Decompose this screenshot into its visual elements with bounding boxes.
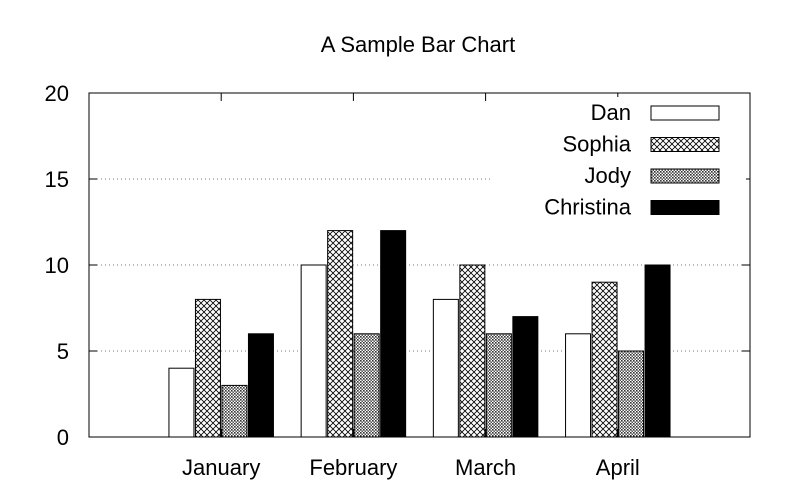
x-category-label: February <box>309 455 397 480</box>
bar-sophia-march <box>459 264 486 438</box>
bar-dan-january <box>168 367 195 438</box>
bar-christina-march <box>512 316 539 438</box>
axis-ticks <box>89 92 750 438</box>
bar-christina-april <box>644 264 671 438</box>
y-tick-label: 15 <box>45 167 69 192</box>
legend-swatch-sophia <box>650 137 720 152</box>
legend-label-jody: Jody <box>585 163 631 188</box>
bar-dan-april <box>565 333 592 438</box>
x-category-label: March <box>455 455 516 480</box>
bar-jody-february <box>353 333 380 438</box>
y-tick-labels: 0 5 10 15 20 <box>45 81 69 450</box>
legend-label-christina: Christina <box>544 195 632 220</box>
x-category-labels: January February March April <box>182 455 640 480</box>
bar-sophia-april <box>591 281 618 438</box>
legend-swatch-dan <box>650 105 720 121</box>
bars <box>168 230 671 438</box>
bar-dan-march <box>432 298 459 438</box>
bar-jody-april <box>618 350 645 438</box>
legend-swatch-jody <box>650 168 720 184</box>
chart-title: A Sample Bar Chart <box>321 32 515 57</box>
y-tick-label: 20 <box>45 81 69 106</box>
bar-jody-march <box>485 333 512 438</box>
bar-christina-january <box>247 333 274 438</box>
x-category-label: April <box>596 455 640 480</box>
legend-label-sophia: Sophia <box>562 132 631 157</box>
x-category-label: January <box>182 455 260 480</box>
legend-swatch-christina <box>650 200 720 215</box>
y-tick-label: 0 <box>57 425 69 450</box>
y-tick-label: 10 <box>45 253 69 278</box>
bar-jody-january <box>221 384 248 438</box>
bar-sophia-february <box>327 230 354 438</box>
y-tick-label: 5 <box>57 339 69 364</box>
bar-sophia-january <box>194 298 221 438</box>
bar-christina-february <box>380 230 407 438</box>
legend-label-dan: Dan <box>591 100 631 125</box>
legend: Dan Sophia Jody Christina <box>492 97 746 221</box>
bar-dan-february <box>300 264 327 438</box>
